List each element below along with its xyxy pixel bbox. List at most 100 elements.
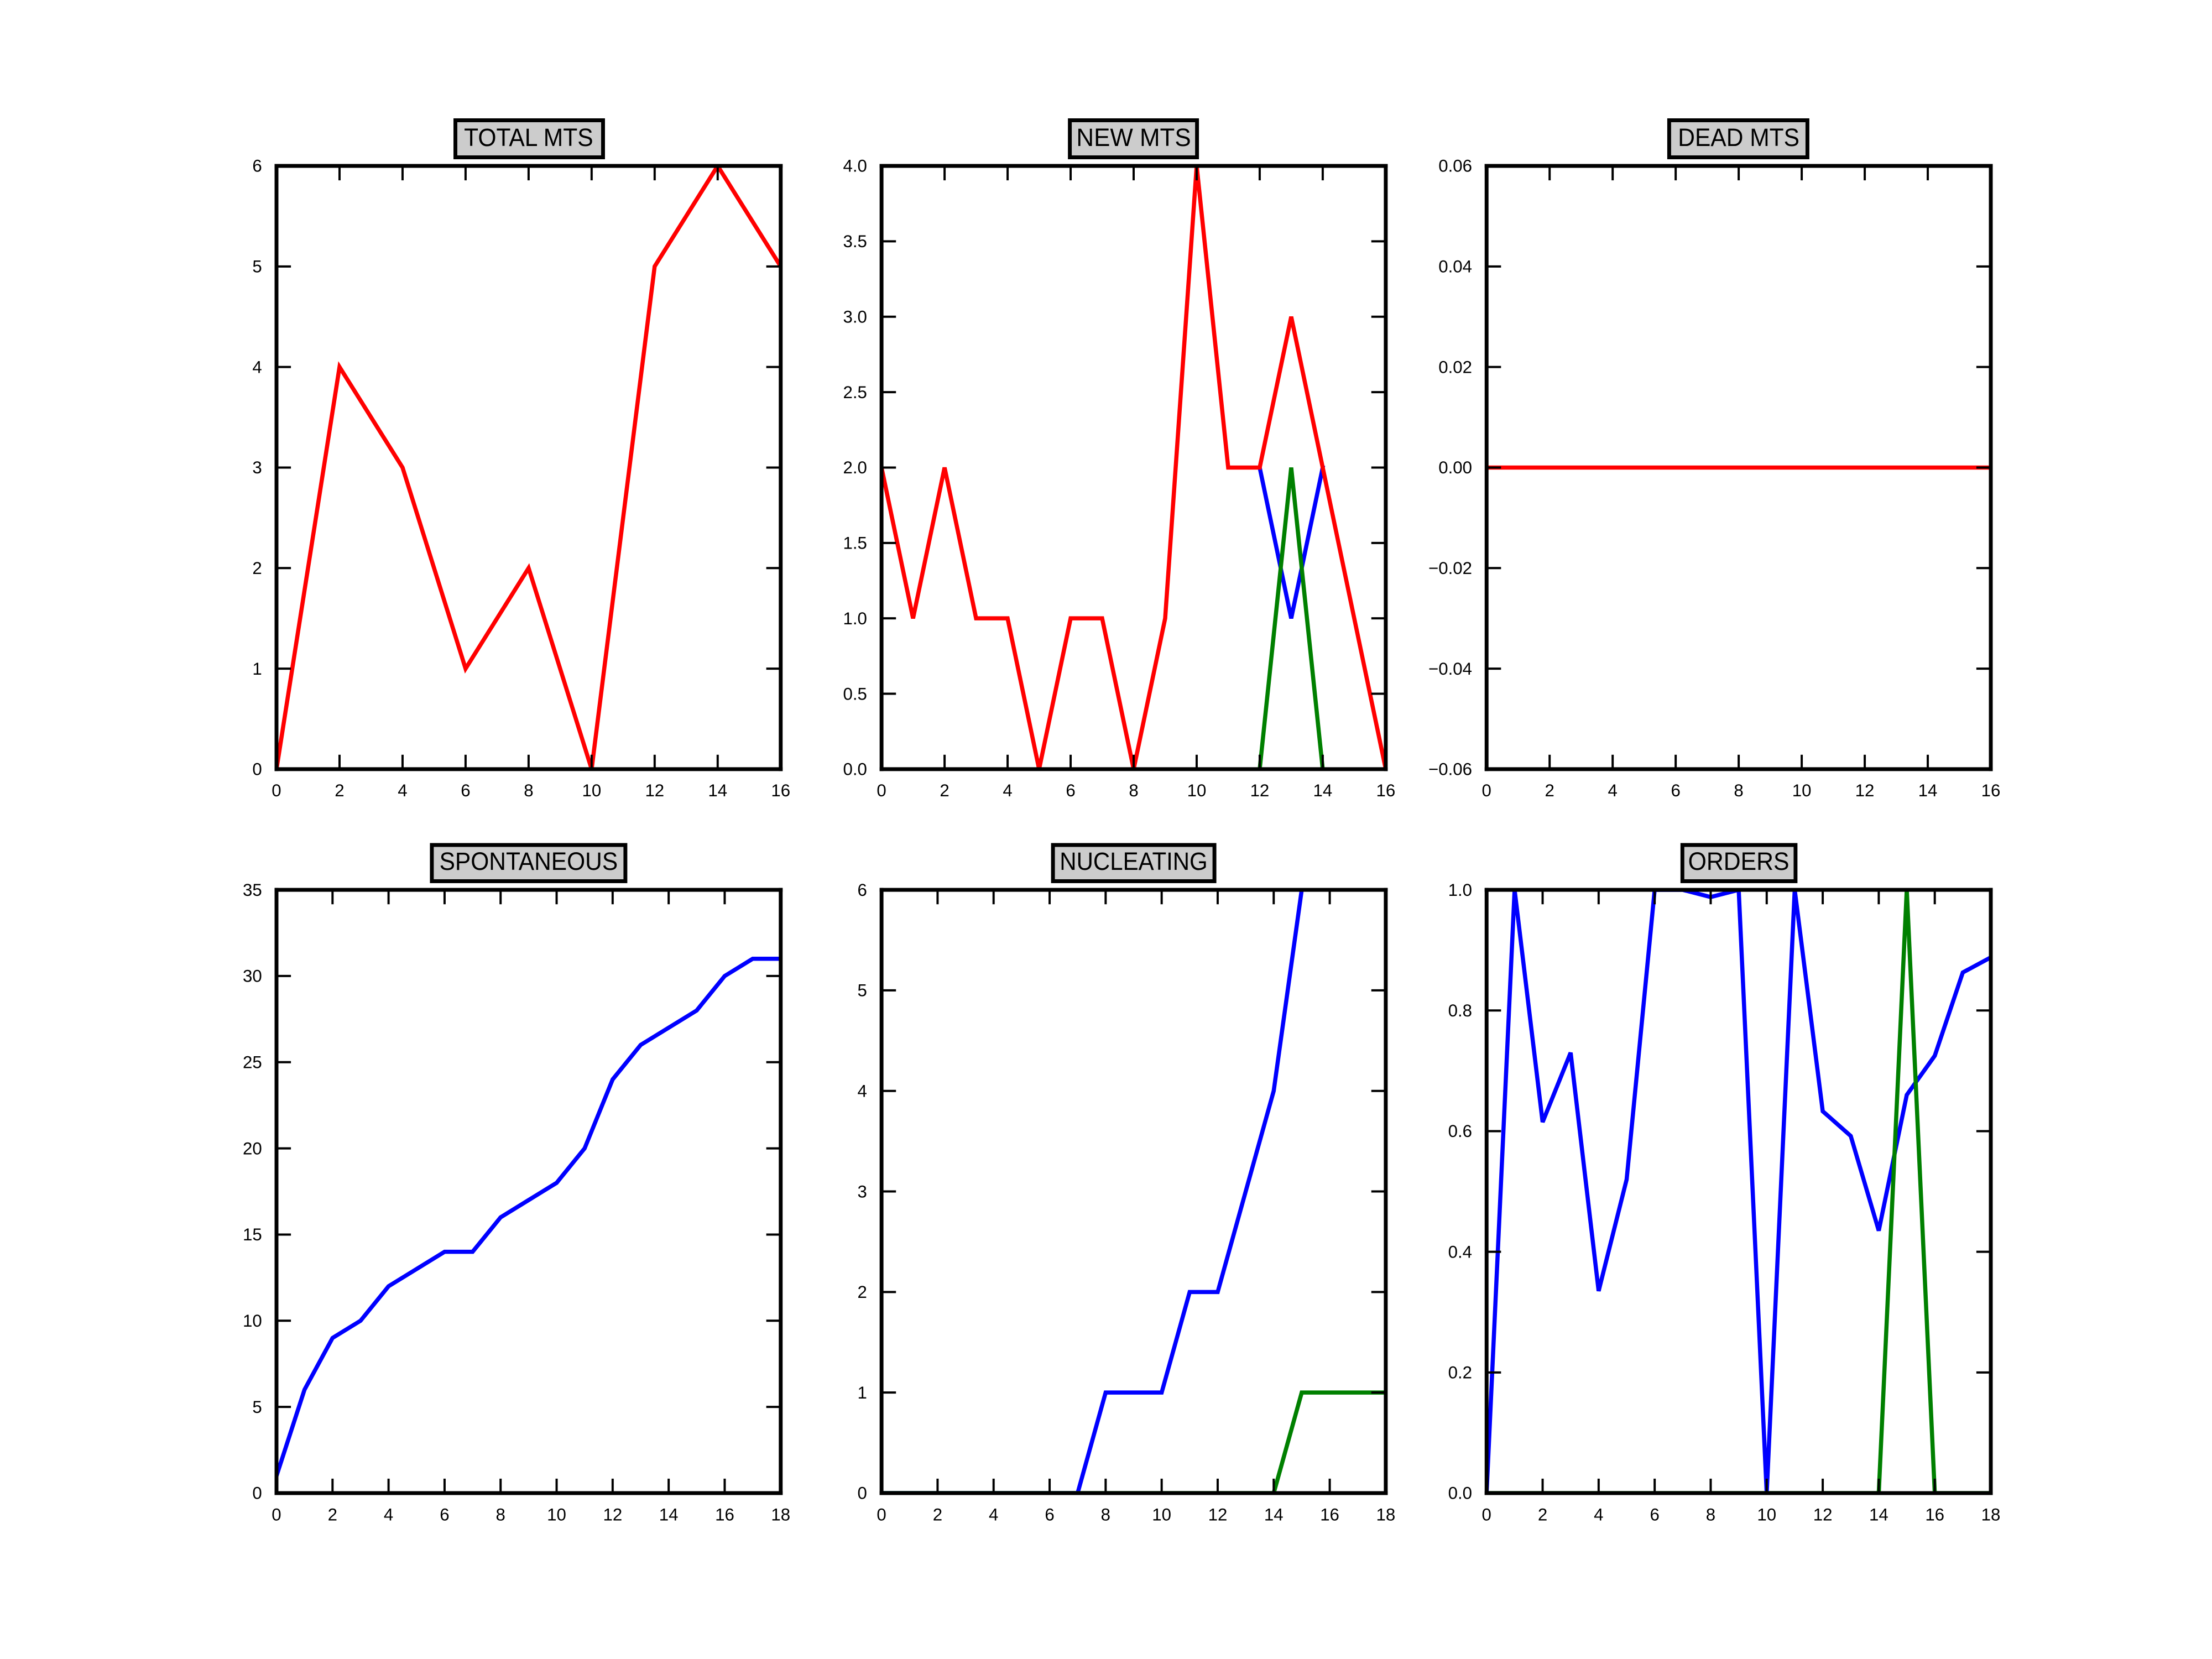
svg-text:0: 0 <box>877 781 886 800</box>
svg-text:2: 2 <box>858 1282 867 1302</box>
svg-text:4.0: 4.0 <box>843 156 867 176</box>
svg-text:16: 16 <box>1925 1505 1944 1524</box>
svg-text:0.0: 0.0 <box>1448 1484 1472 1503</box>
svg-text:6: 6 <box>1045 1505 1054 1524</box>
svg-text:4: 4 <box>1594 1505 1603 1524</box>
svg-text:0.00: 0.00 <box>1438 458 1472 477</box>
svg-text:TOTAL MTS: TOTAL MTS <box>464 124 593 152</box>
svg-text:8: 8 <box>1101 1505 1110 1524</box>
svg-text:6: 6 <box>1671 781 1680 800</box>
svg-text:2.0: 2.0 <box>843 458 867 477</box>
svg-text:8: 8 <box>1129 781 1138 800</box>
svg-text:12: 12 <box>1855 781 1875 800</box>
svg-text:NUCLEATING: NUCLEATING <box>1060 847 1207 875</box>
svg-text:0.02: 0.02 <box>1438 357 1472 377</box>
svg-text:18: 18 <box>1981 1505 2001 1524</box>
svg-text:10: 10 <box>547 1505 566 1524</box>
svg-text:14: 14 <box>659 1505 679 1524</box>
svg-text:12: 12 <box>1208 1505 1228 1524</box>
svg-text:−0.02: −0.02 <box>1428 559 1472 578</box>
svg-text:4: 4 <box>398 781 407 800</box>
svg-text:−0.04: −0.04 <box>1428 659 1472 679</box>
svg-text:18: 18 <box>771 1505 790 1524</box>
svg-text:4: 4 <box>1608 781 1617 800</box>
svg-text:5: 5 <box>252 1397 262 1417</box>
svg-text:10: 10 <box>1792 781 1812 800</box>
svg-text:10: 10 <box>582 781 601 800</box>
svg-text:1.5: 1.5 <box>843 534 867 553</box>
svg-text:3: 3 <box>252 458 262 477</box>
svg-text:ORDERS: ORDERS <box>1688 848 1790 876</box>
svg-text:14: 14 <box>1869 1505 1888 1524</box>
svg-text:18: 18 <box>1376 1505 1396 1524</box>
svg-text:0.04: 0.04 <box>1438 257 1472 276</box>
svg-text:0: 0 <box>272 781 281 800</box>
svg-text:0.8: 0.8 <box>1448 1001 1472 1020</box>
svg-text:15: 15 <box>243 1225 262 1244</box>
svg-text:3: 3 <box>858 1182 867 1201</box>
svg-text:6: 6 <box>252 156 262 176</box>
svg-text:6: 6 <box>1650 1505 1659 1524</box>
svg-text:0: 0 <box>1482 1505 1491 1524</box>
svg-text:0: 0 <box>252 1484 262 1503</box>
svg-text:1.0: 1.0 <box>843 609 867 628</box>
svg-text:−0.06: −0.06 <box>1428 760 1472 779</box>
svg-text:14: 14 <box>1264 1505 1284 1524</box>
svg-text:2: 2 <box>335 781 344 800</box>
svg-text:2: 2 <box>328 1505 337 1524</box>
svg-text:8: 8 <box>1734 781 1743 800</box>
svg-text:8: 8 <box>524 781 533 800</box>
svg-text:10: 10 <box>1152 1505 1171 1524</box>
svg-text:12: 12 <box>645 781 664 800</box>
svg-text:SPONTANEOUS: SPONTANEOUS <box>440 848 618 876</box>
svg-text:4: 4 <box>384 1505 393 1524</box>
svg-text:2: 2 <box>940 781 949 800</box>
svg-text:4: 4 <box>252 357 262 377</box>
svg-text:1.0: 1.0 <box>1448 880 1472 900</box>
svg-text:4: 4 <box>858 1081 867 1100</box>
svg-text:12: 12 <box>1250 781 1270 800</box>
svg-text:6: 6 <box>440 1505 449 1524</box>
svg-text:14: 14 <box>1918 781 1938 800</box>
svg-text:2: 2 <box>1538 1505 1547 1524</box>
svg-text:0: 0 <box>1482 781 1491 800</box>
svg-text:12: 12 <box>1813 1505 1833 1524</box>
svg-text:16: 16 <box>771 781 790 800</box>
svg-text:16: 16 <box>1376 781 1396 800</box>
svg-text:35: 35 <box>243 880 262 900</box>
svg-text:12: 12 <box>603 1505 622 1524</box>
svg-text:0.2: 0.2 <box>1448 1363 1472 1383</box>
svg-text:0.4: 0.4 <box>1448 1242 1472 1261</box>
svg-text:6: 6 <box>1066 781 1075 800</box>
svg-text:0.6: 0.6 <box>1448 1121 1472 1141</box>
svg-text:DEAD MTS: DEAD MTS <box>1678 123 1799 152</box>
svg-text:14: 14 <box>1313 781 1333 800</box>
svg-text:0: 0 <box>252 760 262 779</box>
svg-text:0.0: 0.0 <box>843 760 867 779</box>
svg-text:0: 0 <box>272 1505 281 1524</box>
svg-text:8: 8 <box>1706 1505 1715 1524</box>
svg-text:0: 0 <box>858 1484 867 1503</box>
svg-text:16: 16 <box>1981 781 2001 800</box>
svg-text:0.06: 0.06 <box>1438 156 1472 176</box>
svg-text:4: 4 <box>1003 781 1012 800</box>
svg-text:0.5: 0.5 <box>843 684 867 703</box>
svg-text:8: 8 <box>496 1505 505 1524</box>
svg-text:5: 5 <box>858 981 867 1000</box>
svg-text:1: 1 <box>252 659 262 679</box>
svg-text:3.5: 3.5 <box>843 232 867 251</box>
svg-text:10: 10 <box>1187 781 1207 800</box>
svg-text:4: 4 <box>989 1505 998 1524</box>
svg-text:25: 25 <box>243 1052 262 1072</box>
svg-text:NEW MTS: NEW MTS <box>1076 123 1191 152</box>
svg-text:1: 1 <box>858 1383 867 1402</box>
svg-text:6: 6 <box>858 880 867 900</box>
svg-text:3.0: 3.0 <box>843 307 867 326</box>
svg-text:16: 16 <box>715 1505 734 1524</box>
svg-text:10: 10 <box>1757 1505 1776 1524</box>
svg-text:14: 14 <box>708 781 727 800</box>
svg-text:2: 2 <box>252 559 262 578</box>
svg-text:2: 2 <box>933 1505 942 1524</box>
svg-text:0: 0 <box>877 1505 886 1524</box>
svg-text:10: 10 <box>243 1311 262 1331</box>
